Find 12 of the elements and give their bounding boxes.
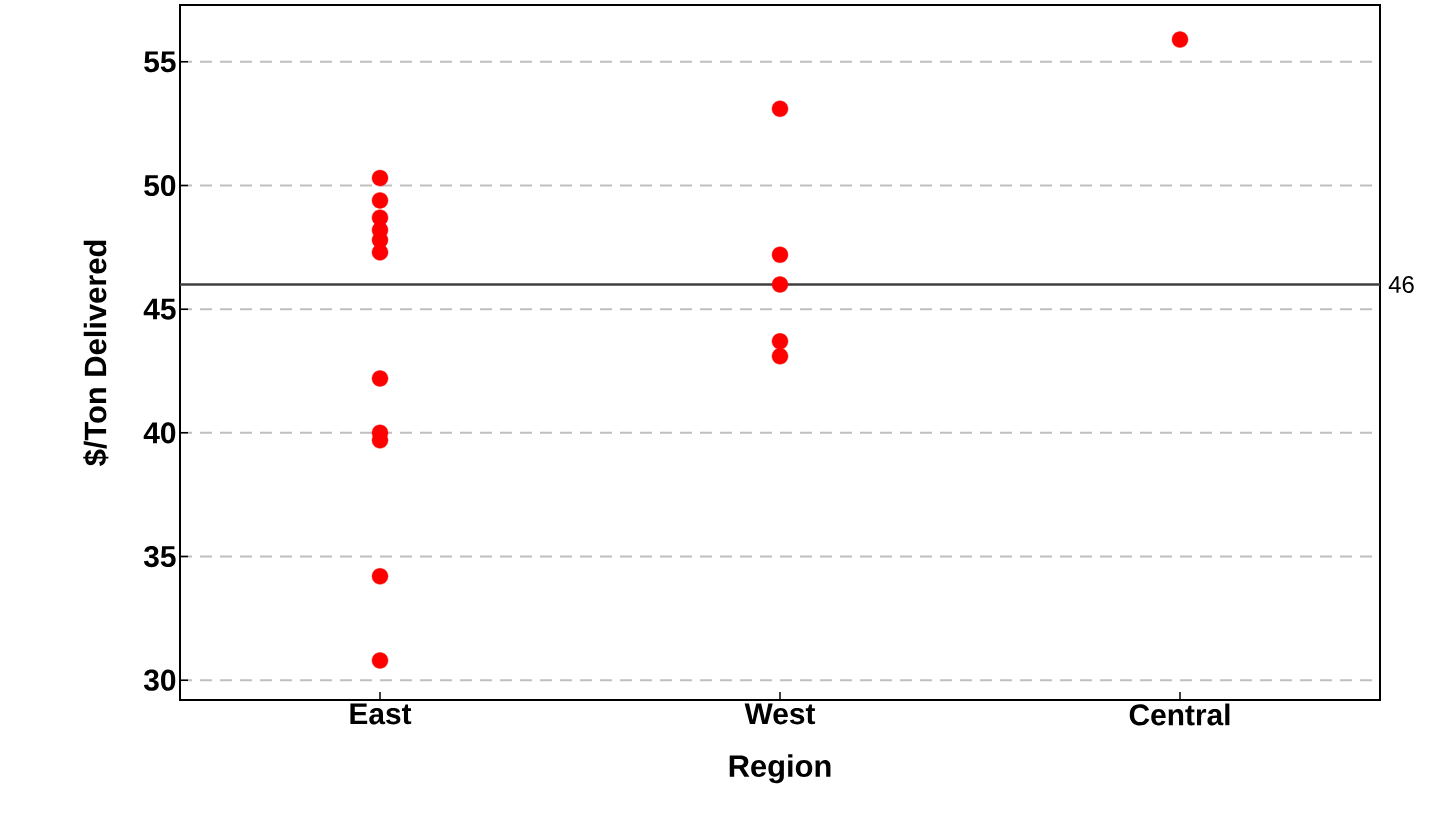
y-tick-label: 45 (143, 298, 176, 320)
x-tick-label: Central (1129, 703, 1230, 726)
y-axis-title: $/Ton Delivered (83, 240, 109, 466)
x-tick-label: West (744, 703, 816, 725)
y-tick-label: 35 (143, 545, 176, 568)
y-tick-label: 30 (143, 669, 176, 691)
y-tick-label: 50 (144, 174, 176, 197)
ref-line-label: 46 (1388, 276, 1414, 293)
y-tick-label: 40 (143, 422, 176, 444)
x-axis-title: Region (729, 754, 831, 784)
y-tick-label: 55 (144, 51, 176, 73)
x-tick-label: East (350, 703, 412, 725)
